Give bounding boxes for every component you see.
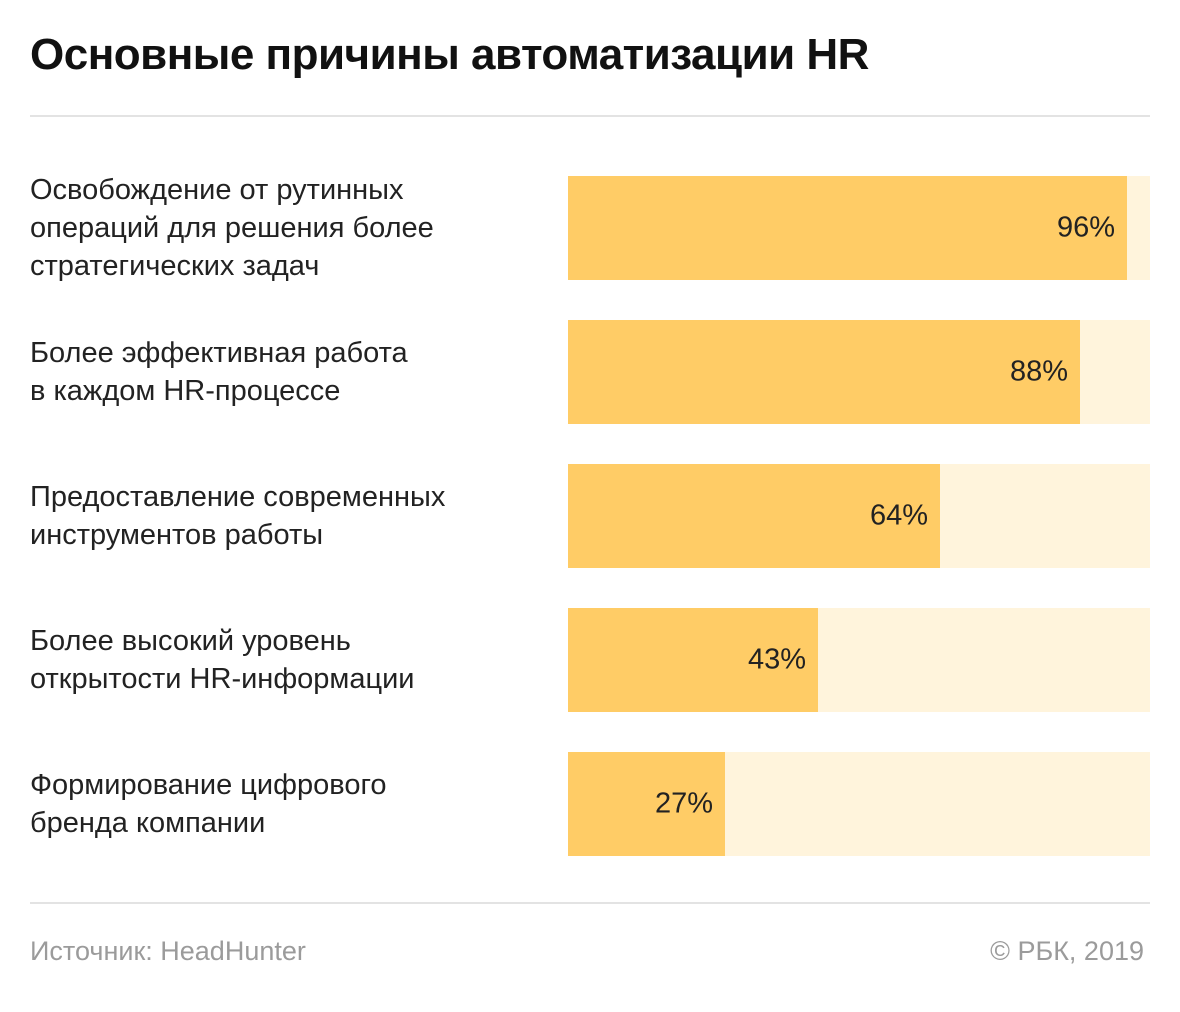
bar: 27% — [568, 752, 725, 856]
category-label-line: стратегических задач — [30, 250, 320, 282]
bar-row: Более высокий уровень открытости HR-инфор… — [0, 608, 1180, 712]
category-label-line: бренда компании — [30, 807, 266, 839]
bar-row: Более эффективная работа в каждом HR-проц… — [0, 320, 1180, 424]
bar: 96% — [568, 176, 1127, 280]
category-label-line: Предоставление современных — [30, 481, 446, 513]
bar-track: 64% — [568, 464, 1150, 568]
data-label: 96% — [1056, 211, 1115, 244]
bar-row: Предоставление современных инструментов р… — [0, 464, 1180, 568]
bar: 88% — [568, 320, 1080, 424]
category-label: Более эффективная работа в каждом HR-проц… — [30, 334, 550, 410]
category-label-line: Формирование цифрового — [30, 769, 387, 801]
category-label-line: инструментов работы — [30, 519, 324, 551]
category-label-line: в каждом HR-процессе — [30, 375, 341, 407]
bar-row: Формирование цифрового бренда компании 27% — [0, 752, 1180, 856]
category-label-line: Освобождение от рутинных — [30, 174, 404, 206]
category-label-line: Более высокий уровень — [30, 625, 351, 657]
copyright-note: © РБК, 2019 — [990, 936, 1144, 966]
category-label: Освобождение от рутинных операций для реш… — [30, 171, 550, 285]
bar-track: 27% — [568, 752, 1150, 856]
data-label: 64% — [869, 499, 928, 532]
chart-title: Основные причины автоматизации HR — [30, 30, 869, 79]
bar-track: 88% — [568, 320, 1150, 424]
bar-track: 96% — [568, 176, 1150, 280]
category-label-line: открытости HR-информации — [30, 663, 415, 695]
bar: 43% — [568, 608, 818, 712]
category-label: Более высокий уровень открытости HR-инфор… — [30, 622, 550, 698]
data-label: 27% — [654, 787, 713, 820]
bar: 64% — [568, 464, 940, 568]
category-label-line: операций для решения более — [30, 212, 434, 244]
category-label-line: Более эффективная работа — [30, 337, 408, 369]
data-label: 88% — [1009, 355, 1068, 388]
bar-track: 43% — [568, 608, 1150, 712]
category-label: Предоставление современных инструментов р… — [30, 478, 550, 554]
category-label: Формирование цифрового бренда компании — [30, 766, 550, 842]
bar-row: Освобождение от рутинных операций для реш… — [0, 174, 1180, 282]
data-label: 43% — [747, 643, 806, 676]
top-divider — [30, 115, 1150, 117]
bottom-divider — [30, 902, 1150, 904]
source-note: Источник: HeadHunter — [30, 936, 306, 966]
